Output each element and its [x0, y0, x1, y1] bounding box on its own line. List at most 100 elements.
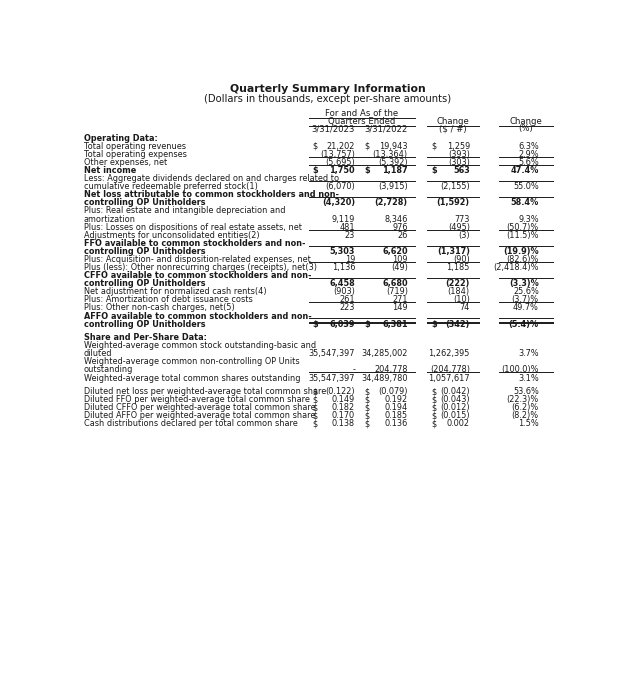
Text: 5.6%: 5.6%: [518, 158, 539, 167]
Text: (%): (%): [518, 124, 533, 133]
Text: 9.3%: 9.3%: [518, 215, 539, 224]
Text: (3,915): (3,915): [378, 182, 408, 192]
Text: Net loss attributable to common stockholders and non-: Net loss attributable to common stockhol…: [84, 190, 339, 199]
Text: 21,202: 21,202: [327, 142, 355, 150]
Text: (22.3)%: (22.3)%: [506, 395, 539, 404]
Text: (0.042): (0.042): [440, 387, 470, 396]
Text: (0.043): (0.043): [440, 395, 470, 404]
Text: -: -: [352, 365, 355, 374]
Text: 6,458: 6,458: [330, 279, 355, 288]
Text: Diluted CFFO per weighted-average total common share: Diluted CFFO per weighted-average total …: [84, 403, 316, 412]
Text: amortization: amortization: [84, 215, 136, 224]
Text: (2,728): (2,728): [374, 198, 408, 207]
Text: Quarterly Summary Information: Quarterly Summary Information: [230, 83, 426, 94]
Text: Weighted-average total common shares outstanding: Weighted-average total common shares out…: [84, 373, 300, 382]
Text: 149: 149: [392, 304, 408, 313]
Text: (50.7)%: (50.7)%: [506, 222, 539, 232]
Text: 19,943: 19,943: [380, 142, 408, 150]
Text: 5,303: 5,303: [330, 247, 355, 256]
Text: 23: 23: [345, 231, 355, 239]
Text: 53.6%: 53.6%: [513, 387, 539, 396]
Text: $: $: [432, 395, 437, 404]
Text: $: $: [364, 387, 369, 396]
Text: $: $: [432, 166, 438, 175]
Text: 34,489,780: 34,489,780: [362, 373, 408, 382]
Text: $: $: [432, 319, 438, 328]
Text: (1,592): (1,592): [436, 198, 470, 207]
Text: Change: Change: [509, 117, 542, 126]
Text: (Dollars in thousands, except per-share amounts): (Dollars in thousands, except per-share …: [204, 94, 452, 104]
Text: cumulative redeemable preferred stock(1): cumulative redeemable preferred stock(1): [84, 182, 258, 192]
Text: 0.170: 0.170: [332, 411, 355, 420]
Text: (0.122): (0.122): [326, 387, 355, 396]
Text: 3/31/2023: 3/31/2023: [312, 124, 355, 133]
Text: $: $: [364, 411, 369, 420]
Text: (903): (903): [333, 287, 355, 296]
Text: Operating Data:: Operating Data:: [84, 133, 157, 143]
Text: (342): (342): [445, 319, 470, 328]
Text: (19.9)%: (19.9)%: [503, 247, 539, 256]
Text: 0.138: 0.138: [332, 419, 355, 428]
Text: 25.6%: 25.6%: [513, 287, 539, 296]
Text: $: $: [312, 419, 317, 428]
Text: 0.149: 0.149: [332, 395, 355, 404]
Text: $: $: [364, 166, 370, 175]
Text: (49): (49): [391, 263, 408, 272]
Text: (5,695): (5,695): [325, 158, 355, 167]
Text: Share and Per-Share Data:: Share and Per-Share Data:: [84, 333, 207, 342]
Text: 1,262,395: 1,262,395: [428, 350, 470, 358]
Text: (5.4)%: (5.4)%: [509, 319, 539, 328]
Text: Plus: Amortization of debt issuance costs: Plus: Amortization of debt issuance cost…: [84, 295, 253, 304]
Text: $: $: [312, 403, 317, 412]
Text: 6,039: 6,039: [330, 319, 355, 328]
Text: Change: Change: [436, 117, 470, 126]
Text: 47.4%: 47.4%: [511, 166, 539, 175]
Text: 6.3%: 6.3%: [518, 142, 539, 150]
Text: 109: 109: [392, 255, 408, 264]
Text: 0.194: 0.194: [385, 403, 408, 412]
Text: diluted: diluted: [84, 350, 113, 358]
Text: $: $: [364, 419, 369, 428]
Text: 481: 481: [339, 222, 355, 232]
Text: 1,750: 1,750: [330, 166, 355, 175]
Text: 223: 223: [340, 304, 355, 313]
Text: Diluted AFFO per weighted-average total common share: Diluted AFFO per weighted-average total …: [84, 411, 316, 420]
Text: $: $: [312, 395, 317, 404]
Text: Less: Aggregate dividends declared on and charges related to: Less: Aggregate dividends declared on an…: [84, 174, 339, 183]
Text: (222): (222): [445, 279, 470, 288]
Text: $: $: [312, 319, 318, 328]
Text: 55.0%: 55.0%: [513, 182, 539, 192]
Text: $: $: [364, 142, 369, 150]
Text: (0.079): (0.079): [378, 387, 408, 396]
Text: (719): (719): [386, 287, 408, 296]
Text: $: $: [432, 411, 437, 420]
Text: Adjustments for unconsolidated entities(2): Adjustments for unconsolidated entities(…: [84, 231, 259, 239]
Text: $: $: [432, 387, 437, 396]
Text: (204,778): (204,778): [430, 365, 470, 374]
Text: 3/31/2022: 3/31/2022: [364, 124, 408, 133]
Text: $: $: [364, 403, 369, 412]
Text: 19: 19: [345, 255, 355, 264]
Text: (10): (10): [453, 295, 470, 304]
Text: 6,620: 6,620: [382, 247, 408, 256]
Text: 9,119: 9,119: [332, 215, 355, 224]
Text: 976: 976: [392, 222, 408, 232]
Text: controlling OP Unitholders: controlling OP Unitholders: [84, 198, 205, 207]
Text: 1,185: 1,185: [447, 263, 470, 272]
Text: $: $: [312, 142, 317, 150]
Text: 0.182: 0.182: [332, 403, 355, 412]
Text: 49.7%: 49.7%: [513, 304, 539, 313]
Text: Weighted-average common non-controlling OP Units: Weighted-average common non-controlling …: [84, 357, 300, 367]
Text: AFFO available to common stockholders and non-: AFFO available to common stockholders an…: [84, 311, 312, 321]
Text: CFFO available to common stockholders and non-: CFFO available to common stockholders an…: [84, 271, 312, 280]
Text: 1,057,617: 1,057,617: [428, 373, 470, 382]
Text: (4,320): (4,320): [322, 198, 355, 207]
Text: (5,392): (5,392): [378, 158, 408, 167]
Text: outstanding: outstanding: [84, 365, 133, 374]
Text: (303): (303): [448, 158, 470, 167]
Text: $: $: [312, 411, 317, 420]
Text: For and As of the: For and As of the: [325, 109, 398, 118]
Text: (1,317): (1,317): [437, 247, 470, 256]
Text: 3.1%: 3.1%: [518, 373, 539, 382]
Text: (2,155): (2,155): [440, 182, 470, 192]
